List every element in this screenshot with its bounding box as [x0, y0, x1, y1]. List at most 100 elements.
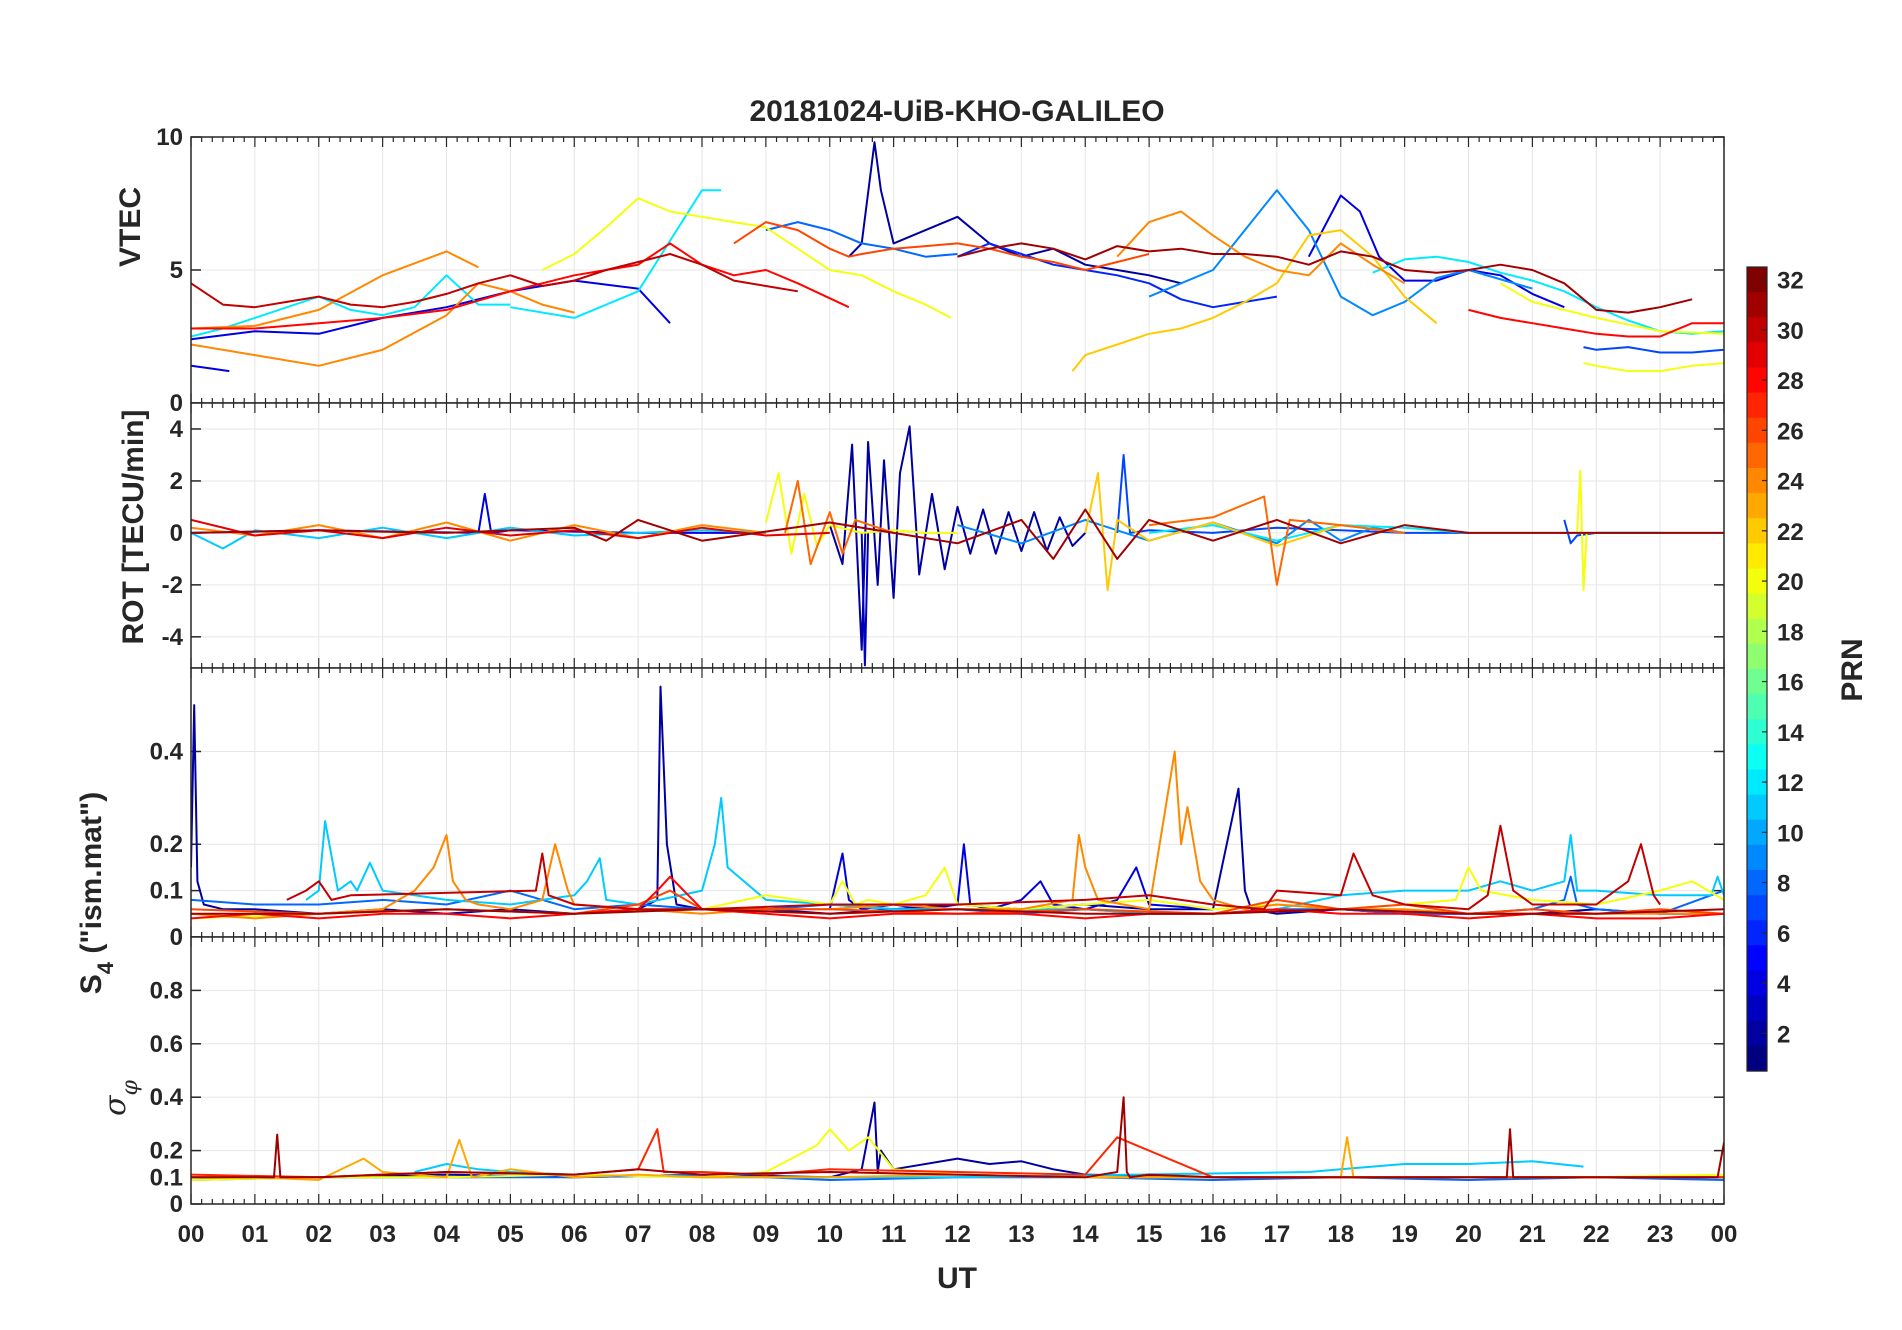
series-group: [191, 685, 1724, 920]
x-tick-label: 04: [433, 1221, 460, 1248]
series-line-prn6: [957, 242, 1278, 309]
colorbar-segment: [1747, 392, 1767, 419]
x-tick-label: 06: [561, 1221, 588, 1248]
series-line-prn23: [191, 1136, 1724, 1181]
colorbar-segment: [1747, 769, 1767, 796]
series-line-prn26: [733, 221, 1150, 271]
y-tick-label: 0.2: [150, 1138, 183, 1165]
x-tick-label: 09: [753, 1221, 780, 1248]
series-line-prn28: [1468, 308, 1724, 338]
series-group: [191, 1096, 1724, 1181]
y-tick-label: 0: [170, 520, 183, 547]
colorbar-segment: [1747, 468, 1767, 494]
colorbar-frame: [1746, 266, 1768, 1072]
y-tick-label: 10: [156, 124, 183, 151]
x-tick-label: 17: [1264, 1221, 1291, 1248]
colorbar-segment: [1747, 342, 1767, 369]
series-line-prn11: [191, 526, 766, 550]
colorbar-tick-label: 2: [1777, 1021, 1790, 1048]
y-tick-label: 0: [170, 1191, 183, 1218]
colorbar-segment: [1747, 744, 1767, 771]
series-line-prn20: [1583, 362, 1724, 373]
series-line-prn20: [191, 866, 1724, 920]
x-tick-label: 12: [944, 1221, 971, 1248]
series-group: [191, 425, 1724, 667]
y-tick-label: 4: [170, 416, 184, 443]
colorbar-segment: [1747, 568, 1767, 595]
y-axis-label: VTEC: [114, 187, 147, 267]
series-line-prn20: [1499, 282, 1724, 335]
colorbar-tick-label: 26: [1777, 418, 1804, 445]
colorbar-tick-label: 6: [1777, 921, 1790, 948]
colorbar-segment: [1747, 493, 1767, 519]
colorbar-segment: [1747, 267, 1767, 293]
colorbar-segment: [1747, 417, 1767, 444]
x-tick-label: 01: [242, 1221, 269, 1248]
colorbar-segment: [1747, 669, 1767, 695]
x-tick-label: 00: [1711, 1221, 1738, 1248]
x-tick-label: 05: [497, 1221, 524, 1248]
x-tick-label: 11: [881, 1221, 906, 1248]
colorbar-segment: [1747, 895, 1767, 921]
x-tick-label: 21: [1519, 1221, 1546, 1248]
series-line-prn31: [957, 242, 1693, 314]
series-line-prn24: [191, 282, 575, 367]
x-tick-label: 10: [816, 1221, 843, 1248]
colorbar-segment: [1747, 543, 1767, 570]
colorbar-segment: [1747, 643, 1767, 670]
panel-1: 0 5 10 VTEC: [114, 124, 1725, 417]
series-line-prn25: [784, 479, 894, 566]
series-line-prn20: [764, 472, 958, 555]
colorbar-tick-label: 18: [1777, 619, 1804, 646]
colorbar-segment: [1747, 870, 1767, 896]
y-axis-label: ROT [TECU/min]: [117, 410, 150, 645]
y-tick-label: 0.2: [150, 831, 183, 858]
y-axis-label-main: σ: [98, 1094, 133, 1116]
series-line-prn30: [286, 824, 1661, 911]
series-line-prn28: [191, 875, 1724, 920]
x-tick-label: 13: [1008, 1221, 1035, 1248]
series-line-prn12: [191, 274, 511, 338]
x-tick-label: 00: [178, 1221, 205, 1248]
colorbar-tick-label: 32: [1777, 268, 1804, 295]
series-line-prn9: [1148, 189, 1533, 317]
y-tick-label: 0: [170, 924, 183, 951]
y-axis-label: S4 ("ism.mat"): [75, 792, 118, 994]
colorbar-tick-label: 12: [1777, 770, 1804, 797]
series-line-prn8: [765, 221, 958, 258]
colorbar-segment: [1747, 618, 1767, 645]
x-tick-label: 15: [1136, 1221, 1163, 1248]
panel-frame: [190, 936, 1725, 1205]
y-axis-label-main: S: [75, 974, 108, 994]
colorbar-segment: [1747, 292, 1767, 318]
series-line-prn11: [414, 1160, 1584, 1179]
colorbar-segment: [1747, 920, 1767, 946]
colorbar-segment: [1747, 819, 1767, 846]
colorbar-segment: [1747, 995, 1767, 1022]
series-line-prn31: [191, 908, 1724, 915]
y-axis-label: σφ: [98, 1079, 143, 1115]
series-line-prn31: [191, 508, 1724, 560]
series-group: [191, 141, 1724, 373]
x-tick-label: 16: [1200, 1221, 1227, 1248]
y-tick-label: 5: [170, 257, 183, 284]
colorbar-tick-label: 10: [1777, 820, 1804, 847]
y-tick-label: 0.1: [150, 878, 183, 905]
panel-4: 00.10.2 0.4 0.6 0.8 σφ: [98, 936, 1725, 1218]
series-line-prn2: [848, 141, 1182, 285]
series-line-prn25: [1148, 495, 1405, 586]
colorbar-tick-label: 20: [1777, 569, 1804, 596]
x-tick-label: 19: [1391, 1221, 1418, 1248]
series-line-prn2: [828, 425, 1087, 651]
series-line-prn31: [191, 1096, 1724, 1179]
x-tick-label: 14: [1072, 1221, 1099, 1248]
x-tick-label: 22: [1583, 1221, 1610, 1248]
y-tick-label: 0.6: [150, 1031, 183, 1058]
series-line-prn20: [541, 197, 952, 319]
colorbar-segment: [1747, 970, 1767, 997]
colorbar-segment: [1747, 794, 1767, 821]
x-axis-label: UT: [937, 1262, 977, 1295]
colorbar-tick-label: 22: [1777, 519, 1804, 546]
colorbar-tick-label: 14: [1777, 720, 1804, 747]
